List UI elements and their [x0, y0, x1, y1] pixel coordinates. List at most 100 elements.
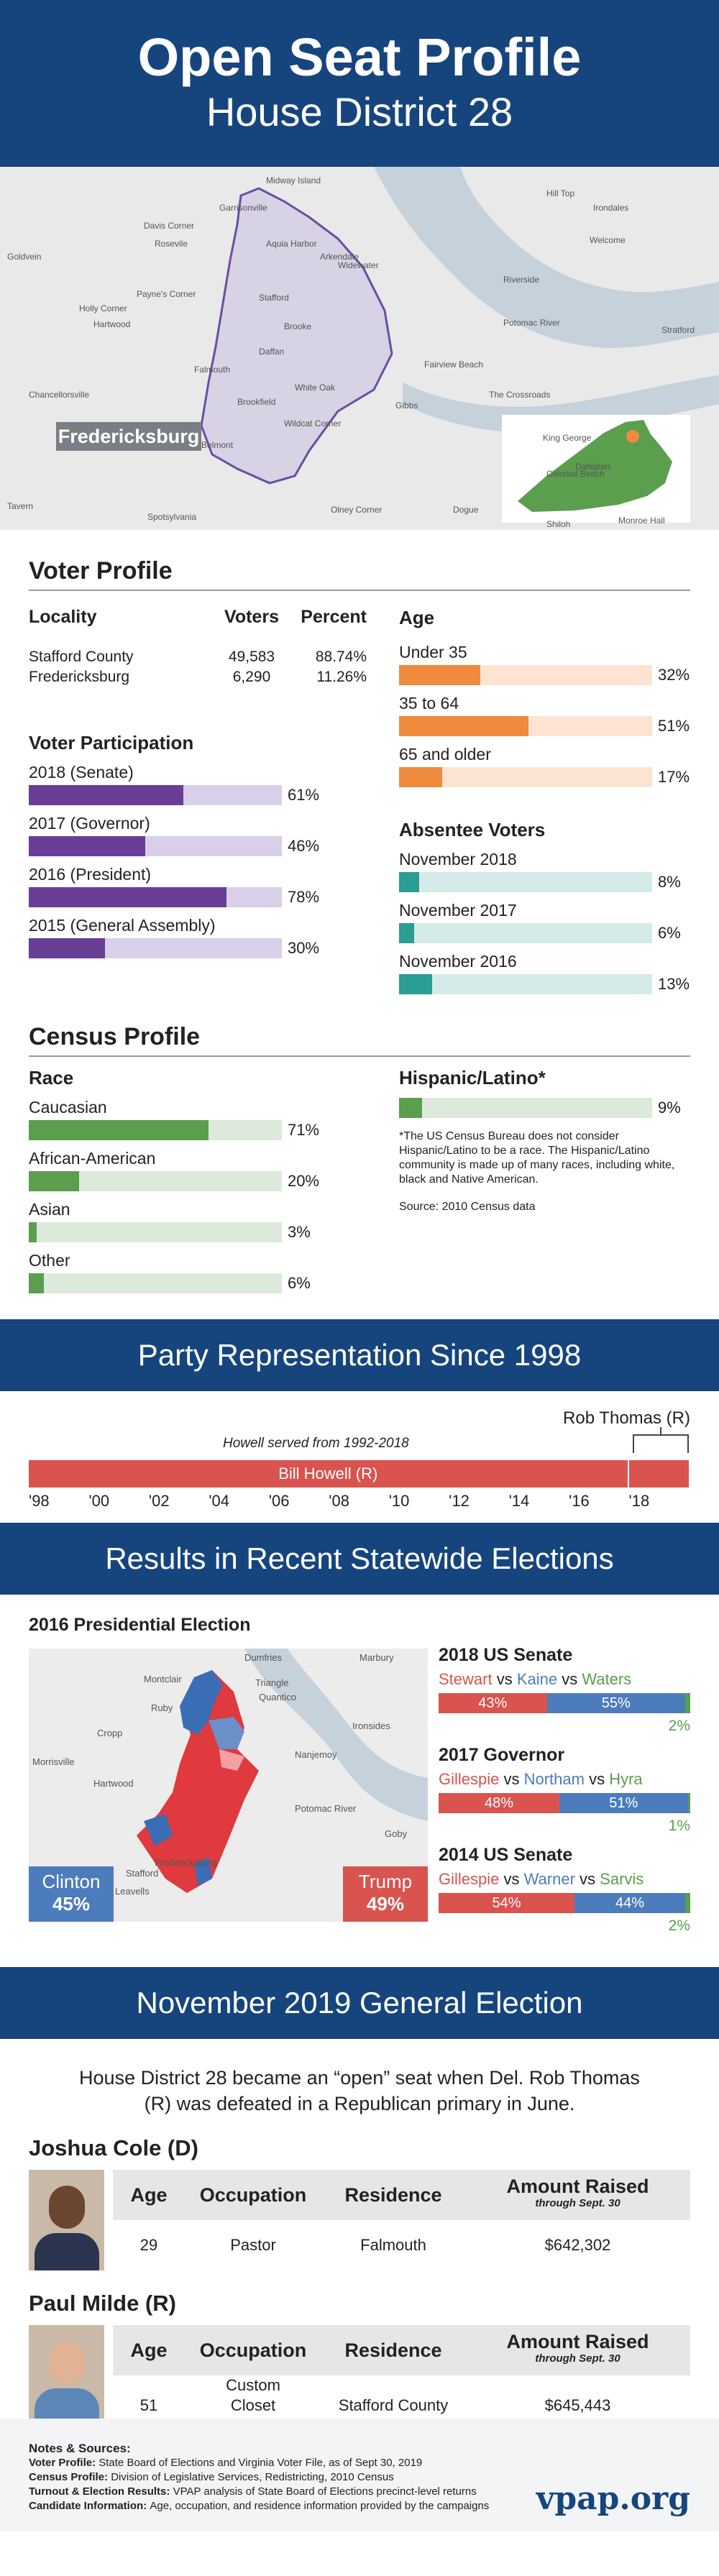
- map-place-label: Goldvein: [7, 252, 42, 262]
- voters-col: Voters: [224, 607, 279, 627]
- map-place-label: Garrisonville: [219, 203, 267, 213]
- map-place-label: Gibbs: [395, 400, 418, 411]
- map-place-label: Hill Top: [546, 188, 575, 198]
- age-header: Age: [113, 2325, 185, 2375]
- timeline-tick: '10: [388, 1492, 410, 1510]
- race-value: 6%: [288, 1274, 311, 1292]
- map-place-label: Shiloh: [546, 519, 571, 529]
- map-place-label: Arkendale: [320, 252, 360, 262]
- pres-map-label: Ironsides: [352, 1720, 390, 1731]
- third-name: Waters: [582, 1670, 632, 1688]
- note-value: Division of Legislative Services, Redist…: [111, 2471, 394, 2483]
- note-line: Census Profile: Division of Legislative …: [29, 2470, 690, 2485]
- third-name: Sarvis: [600, 1870, 644, 1888]
- vs-text: vs: [499, 1870, 524, 1888]
- map-place-label: White Oak: [295, 382, 336, 393]
- locality-header: Locality Voters Percent: [29, 607, 367, 640]
- age-track: [399, 716, 652, 736]
- map-place-label: Monroe Hall: [618, 515, 665, 526]
- candidate-name: Paul Milde (R): [29, 2291, 176, 2316]
- hispanic-footnote: *The US Census Bureau does not consider …: [399, 1130, 675, 1186]
- absentee-track: [399, 872, 652, 892]
- amount-header-label: Amount Raised: [506, 2176, 649, 2197]
- locality-col: Locality: [29, 607, 97, 627]
- pres-map-graphic: [137, 1649, 428, 1893]
- rep-segment: 48%: [439, 1793, 559, 1813]
- participation-row: 30%: [29, 938, 367, 958]
- absentee-chart: November 2018 8% November 2017 6% November 2…: [399, 850, 690, 994]
- race-row: 6%: [29, 1273, 320, 1293]
- pres-map-label: Marbury: [360, 1652, 394, 1663]
- locality-name: Stafford County: [29, 648, 134, 665]
- absentee-row: 8%: [399, 872, 690, 892]
- clinton-pct: 45%: [52, 1893, 91, 1915]
- general-banner: November 2019 General Election: [0, 1967, 719, 2039]
- map-place-label: Belmont: [201, 440, 234, 450]
- notes-title: Notes & Sources:: [29, 2442, 131, 2455]
- map-place-label: Dogue: [453, 505, 479, 515]
- age-value: 32%: [658, 666, 690, 684]
- occupation-header: Occupation: [185, 2325, 321, 2375]
- occupation-header: Occupation: [185, 2170, 321, 2220]
- note-value: State Board of Elections and Virginia Vo…: [99, 2457, 423, 2469]
- third-segment: [685, 1893, 690, 1913]
- timeline-tick: '08: [329, 1492, 349, 1510]
- contest-candidates: Gillespie vs Northam vs Hyra: [439, 1770, 690, 1789]
- voter-profile-title: Voter Profile: [29, 530, 690, 591]
- candidate-table: Age Occupation Residence Amount Raised throu…: [113, 2170, 690, 2270]
- pres-map-label: Cropp: [97, 1728, 123, 1738]
- contest: 2014 US Senate Gillespie vs Warner vs Sar…: [439, 1845, 690, 1935]
- photo-head: [49, 2186, 85, 2229]
- map-place-label: Rosevile: [155, 239, 188, 249]
- race-label: Asian: [29, 1200, 70, 1219]
- third-value: 1%: [668, 1818, 690, 1834]
- note-line: Turnout & Election Results: VPAP analysi…: [29, 2485, 690, 2499]
- howell-bar: Bill Howell (R): [29, 1460, 628, 1488]
- participation-label: 2018 (Senate): [29, 763, 134, 781]
- residence-header: Residence: [321, 2325, 465, 2375]
- representation-bars: Bill Howell (R): [29, 1460, 689, 1488]
- rep-segment: 54%: [439, 1893, 574, 1913]
- candidate-row: Age Occupation Residence Amount Raised throu…: [29, 2325, 690, 2436]
- candidate-photo: [29, 2325, 104, 2426]
- participation-row: 61%: [29, 785, 367, 805]
- general-section: House District 28 became an “open” seat …: [0, 2039, 719, 2434]
- clinton-box: Clinton 45%: [29, 1866, 114, 1922]
- age-value: 51%: [658, 717, 690, 735]
- age-track: [399, 665, 652, 685]
- photo-head: [49, 2341, 85, 2384]
- age-title: Age: [399, 607, 435, 628]
- trump-pct: 49%: [366, 1893, 405, 1915]
- third-segment: [687, 1793, 690, 1813]
- contest: 2018 US Senate Stewart vs Kaine vs Waters…: [439, 1645, 690, 1735]
- participation-label: 2016 (President): [29, 865, 152, 884]
- map-place-label: Spotsylvania: [147, 512, 197, 522]
- note-value: Age, occupation, and residence informati…: [150, 2500, 490, 2512]
- contest-title: 2018 US Senate: [439, 1645, 573, 1665]
- pres-map-label: Dumfries: [244, 1652, 283, 1663]
- hispanic-track: [399, 1098, 652, 1118]
- results-title: Results in Recent Statewide Elections: [105, 1541, 614, 1575]
- pres-title: 2016 Presidential Election: [29, 1615, 251, 1635]
- pres-map-label: Morrisville: [32, 1756, 75, 1767]
- map-place-label: Chancellorsville: [29, 390, 90, 400]
- timeline-ticks: '98 '00 '02 '04 '06 '08 '10 '12 '14 '16 '18: [29, 1492, 689, 1513]
- vs-text: vs: [574, 1870, 600, 1888]
- race-value: 3%: [288, 1223, 311, 1241]
- amount-header: Amount Raised through Sept. 30: [465, 2325, 690, 2375]
- contest-title: 2014 US Senate: [439, 1845, 573, 1865]
- absentee-title: Absentee Voters: [399, 819, 546, 840]
- map-place-label: Wildcat Corner: [284, 418, 342, 428]
- dem-name: Warner: [523, 1870, 575, 1888]
- pres-map-label: Hartwood: [93, 1778, 134, 1789]
- participation-title: Voter Participation: [29, 732, 194, 753]
- participation-row: 46%: [29, 836, 367, 856]
- clinton-name: Clinton: [42, 1871, 101, 1892]
- candidate-card: Paul Milde (R) Age Occupation Residence Amou…: [29, 2291, 690, 2436]
- participation-track: [29, 836, 282, 856]
- participation-value: 61%: [288, 786, 320, 804]
- candidate-card: Joshua Cole (D) Age Occupation Residence Amo…: [29, 2135, 690, 2270]
- race-track: [29, 1171, 282, 1191]
- map-place-label: Payne's Corner: [137, 289, 196, 299]
- note-key: Turnout & Election Results:: [29, 2485, 173, 2498]
